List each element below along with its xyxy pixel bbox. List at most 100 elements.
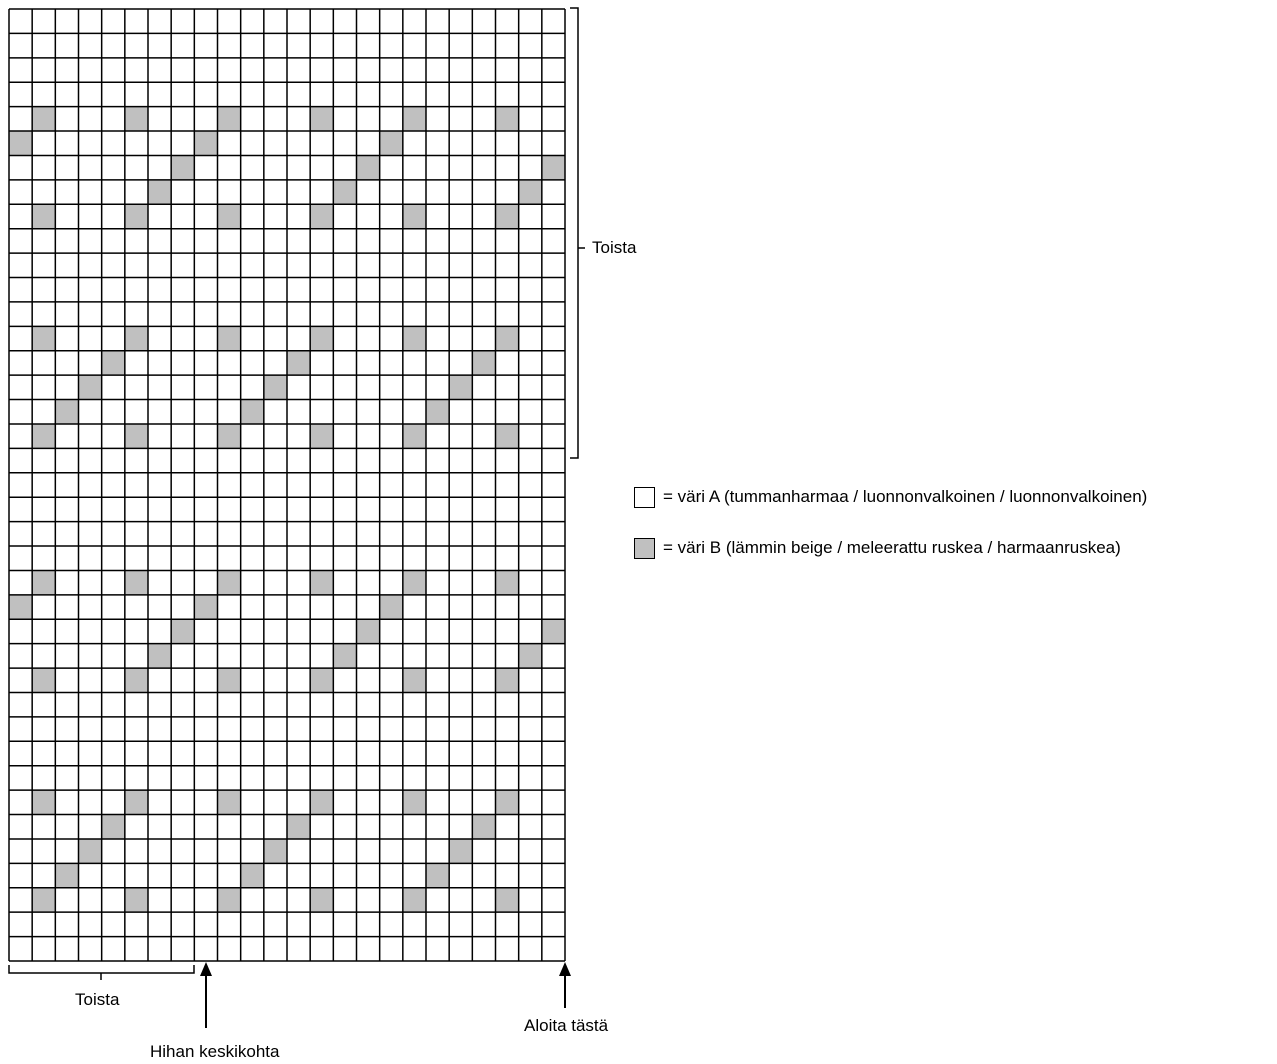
color-b-cell	[495, 790, 519, 815]
color-b-cell	[78, 375, 102, 400]
color-b-cell	[32, 204, 56, 229]
color-b-cell	[310, 106, 334, 132]
legend-item-color-b: = väri B (lämmin beige / meleerattu rusk…	[634, 536, 1121, 560]
repeat-right-label: Toista	[592, 238, 637, 257]
color-b-cell	[472, 814, 496, 839]
color-b-cell	[32, 106, 56, 132]
color-b-cell	[495, 570, 519, 595]
color-b-cell	[124, 790, 148, 815]
color-b-cell	[402, 570, 426, 595]
color-b-cell	[217, 570, 241, 595]
color-b-cell	[495, 106, 519, 132]
legend-item-color-a: = väri A (tummanharmaa / luonnonvalkoine…	[634, 485, 1147, 509]
color-b-cell	[310, 668, 334, 693]
repeat-bottom-label: Toista	[75, 990, 120, 1009]
color-b-cell	[124, 887, 148, 913]
color-b-cell	[124, 668, 148, 693]
legend-swatch-color-a	[634, 486, 655, 508]
color-b-cell	[217, 326, 241, 351]
color-b-cell	[78, 838, 102, 864]
color-b-cell	[194, 131, 218, 156]
color-b-cell	[310, 204, 334, 229]
color-b-cell	[217, 668, 241, 693]
color-b-cell	[426, 863, 450, 888]
color-b-cell	[426, 399, 450, 424]
color-b-cell	[217, 790, 241, 815]
color-b-cell	[541, 619, 565, 644]
color-b-cell	[101, 350, 125, 376]
color-b-cell	[101, 814, 125, 839]
color-b-cell	[333, 179, 357, 205]
color-b-cell	[495, 204, 519, 229]
color-b-cell	[124, 570, 148, 595]
color-b-cell	[55, 863, 79, 888]
color-b-cell	[124, 326, 148, 351]
color-b-cell	[402, 887, 426, 913]
color-b-cell	[9, 594, 33, 620]
legend-swatch-color-b	[634, 537, 655, 559]
color-b-cell	[263, 838, 287, 864]
color-b-cell	[9, 131, 33, 156]
color-b-cell	[518, 643, 542, 669]
chart-grid	[8, 8, 566, 962]
color-b-cell	[310, 326, 334, 351]
horizontal-repeat-bracket	[8, 965, 195, 980]
legend-text-color-b: = väri B (lämmin beige / meleerattu rusk…	[663, 538, 1121, 557]
color-b-cell	[310, 887, 334, 913]
color-b-cell	[402, 204, 426, 229]
color-b-cell	[124, 204, 148, 229]
color-b-cell	[402, 790, 426, 815]
color-b-cell	[402, 423, 426, 449]
color-b-cell	[518, 179, 542, 205]
color-b-cell	[240, 399, 264, 424]
color-b-cell	[32, 326, 56, 351]
color-b-cell	[379, 131, 403, 156]
color-b-cell	[55, 399, 79, 424]
color-b-cell	[495, 887, 519, 913]
color-b-cell	[449, 375, 473, 400]
vertical-repeat-bracket	[570, 7, 585, 459]
color-b-cell	[287, 350, 311, 376]
color-b-cell	[495, 326, 519, 351]
color-b-cell	[402, 106, 426, 132]
color-b-cell	[449, 838, 473, 864]
color-b-cell	[310, 790, 334, 815]
color-b-cell	[32, 668, 56, 693]
color-b-cell	[495, 423, 519, 449]
color-b-cell	[402, 326, 426, 351]
color-b-cell	[148, 643, 172, 669]
color-b-cell	[124, 106, 148, 132]
color-b-cell	[541, 155, 565, 180]
color-b-cell	[495, 668, 519, 693]
color-b-cell	[124, 423, 148, 449]
color-b-cell	[217, 204, 241, 229]
color-b-cell	[32, 423, 56, 449]
color-b-cell	[356, 619, 380, 644]
color-b-cell	[32, 570, 56, 595]
color-b-cell	[217, 423, 241, 449]
legend-text-color-a: = väri A (tummanharmaa / luonnonvalkoine…	[663, 487, 1148, 506]
color-b-cell	[217, 887, 241, 913]
color-b-cell	[32, 887, 56, 913]
color-b-cell	[310, 423, 334, 449]
chart-cells	[9, 106, 565, 913]
sleeve-center-label: Hihan keskikohta	[150, 1042, 280, 1061]
color-b-cell	[402, 668, 426, 693]
color-b-cell	[32, 790, 56, 815]
sleeve-center-arrow-head	[200, 962, 212, 976]
color-b-cell	[217, 106, 241, 132]
color-b-cell	[356, 155, 380, 180]
color-b-cell	[472, 350, 496, 376]
color-b-cell	[171, 155, 195, 180]
color-b-cell	[240, 863, 264, 888]
color-b-cell	[333, 643, 357, 669]
start-here-label: Aloita tästä	[524, 1016, 609, 1035]
color-b-cell	[379, 594, 403, 620]
color-b-cell	[287, 814, 311, 839]
color-b-cell	[263, 375, 287, 400]
chart-annotations	[8, 7, 585, 1028]
start-here-arrow-head	[559, 962, 571, 976]
color-b-cell	[148, 179, 172, 205]
color-b-cell	[171, 619, 195, 644]
